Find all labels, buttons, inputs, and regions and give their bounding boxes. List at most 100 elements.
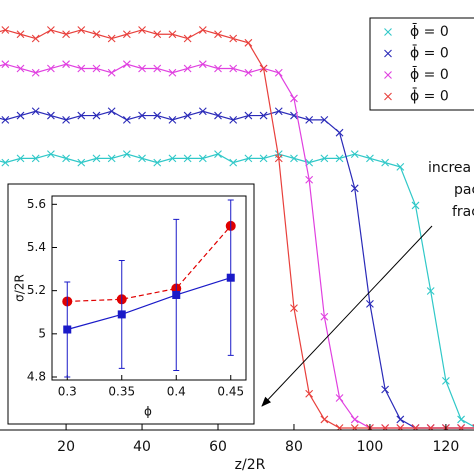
marker (16, 111, 25, 120)
marker (381, 158, 390, 167)
marker (244, 68, 253, 77)
inset-axes (51, 195, 247, 381)
marker (63, 325, 72, 334)
marker (138, 26, 146, 34)
marker (259, 111, 268, 120)
legend-label: ϕ̄ = 0 (410, 87, 449, 105)
marker (31, 34, 40, 43)
marker (138, 154, 146, 163)
marker (107, 154, 116, 163)
fit-line (0, 110, 474, 429)
marker (335, 154, 344, 163)
marker (305, 389, 314, 398)
marker (1, 60, 10, 69)
marker (426, 287, 435, 295)
marker (381, 385, 390, 394)
inset-line (67, 277, 231, 331)
annotation: frac (452, 204, 474, 220)
marker (305, 115, 314, 124)
marker (411, 201, 420, 210)
marker (305, 175, 314, 184)
annotation: pac (454, 182, 474, 198)
inset-line (67, 225, 232, 303)
marker (335, 128, 344, 137)
marker (183, 111, 192, 120)
marker (153, 111, 162, 120)
marker (320, 115, 329, 124)
x-tick-label: 0.45 (217, 385, 244, 399)
marker (229, 64, 238, 73)
marker (426, 424, 435, 430)
legend-marker (384, 28, 392, 36)
marker (214, 150, 222, 158)
marker (259, 64, 268, 73)
marker (396, 415, 405, 424)
marker (153, 64, 162, 73)
marker (457, 415, 465, 424)
marker (77, 26, 86, 34)
y-tick-label: 4.8 (27, 370, 46, 384)
marker (396, 424, 405, 430)
marker (122, 60, 131, 69)
marker (92, 154, 101, 163)
inset-x-label: ϕ (144, 405, 152, 419)
marker (214, 30, 222, 39)
inset-y-label: σ/2R (13, 274, 27, 302)
marker (183, 64, 192, 73)
marker (411, 424, 420, 430)
marker (442, 377, 450, 385)
marker (138, 64, 146, 73)
marker (198, 26, 207, 34)
marker (47, 64, 55, 73)
y-tick-label: 5 (38, 326, 46, 340)
marker (229, 34, 238, 43)
marker (168, 68, 177, 77)
marker (320, 154, 329, 163)
marker (77, 111, 86, 120)
legend-label: ϕ̄ = 0 (410, 44, 449, 62)
marker (335, 394, 344, 402)
inset-frame (7, 183, 255, 425)
marker (198, 154, 207, 163)
legend-label: ϕ̄ = 0 (410, 65, 449, 83)
marker (62, 60, 70, 69)
marker (47, 111, 55, 120)
x-tick-label: 20 (57, 439, 75, 455)
marker (229, 158, 238, 167)
annotation: increa (428, 160, 471, 176)
marker (320, 415, 329, 424)
x-tick-label: 120 (433, 439, 460, 455)
x-tick-label: 60 (209, 439, 227, 455)
marker (122, 30, 131, 39)
marker (1, 26, 10, 34)
marker (117, 310, 126, 319)
marker (47, 26, 55, 34)
marker (16, 30, 25, 39)
marker (1, 158, 10, 167)
legend-label: ϕ̄ = 0 (410, 22, 449, 40)
marker (62, 115, 70, 124)
marker (107, 68, 116, 77)
marker (198, 60, 207, 69)
fit-line (0, 29, 474, 429)
marker (290, 154, 298, 163)
main-plot (0, 26, 474, 430)
marker (350, 150, 359, 158)
marker (168, 115, 177, 124)
x-tick-label: 80 (285, 439, 303, 455)
marker (350, 184, 359, 193)
marker (47, 150, 55, 158)
marker (214, 111, 222, 120)
marker (226, 273, 235, 282)
y-tick-label: 5.6 (27, 197, 46, 211)
marker (214, 64, 222, 73)
fit-line (0, 153, 474, 428)
marker (244, 154, 253, 163)
marker (244, 111, 253, 120)
marker (16, 154, 25, 163)
marker (350, 424, 359, 430)
marker (183, 34, 192, 43)
x-tick-label: 40 (133, 439, 151, 455)
marker (92, 64, 101, 73)
